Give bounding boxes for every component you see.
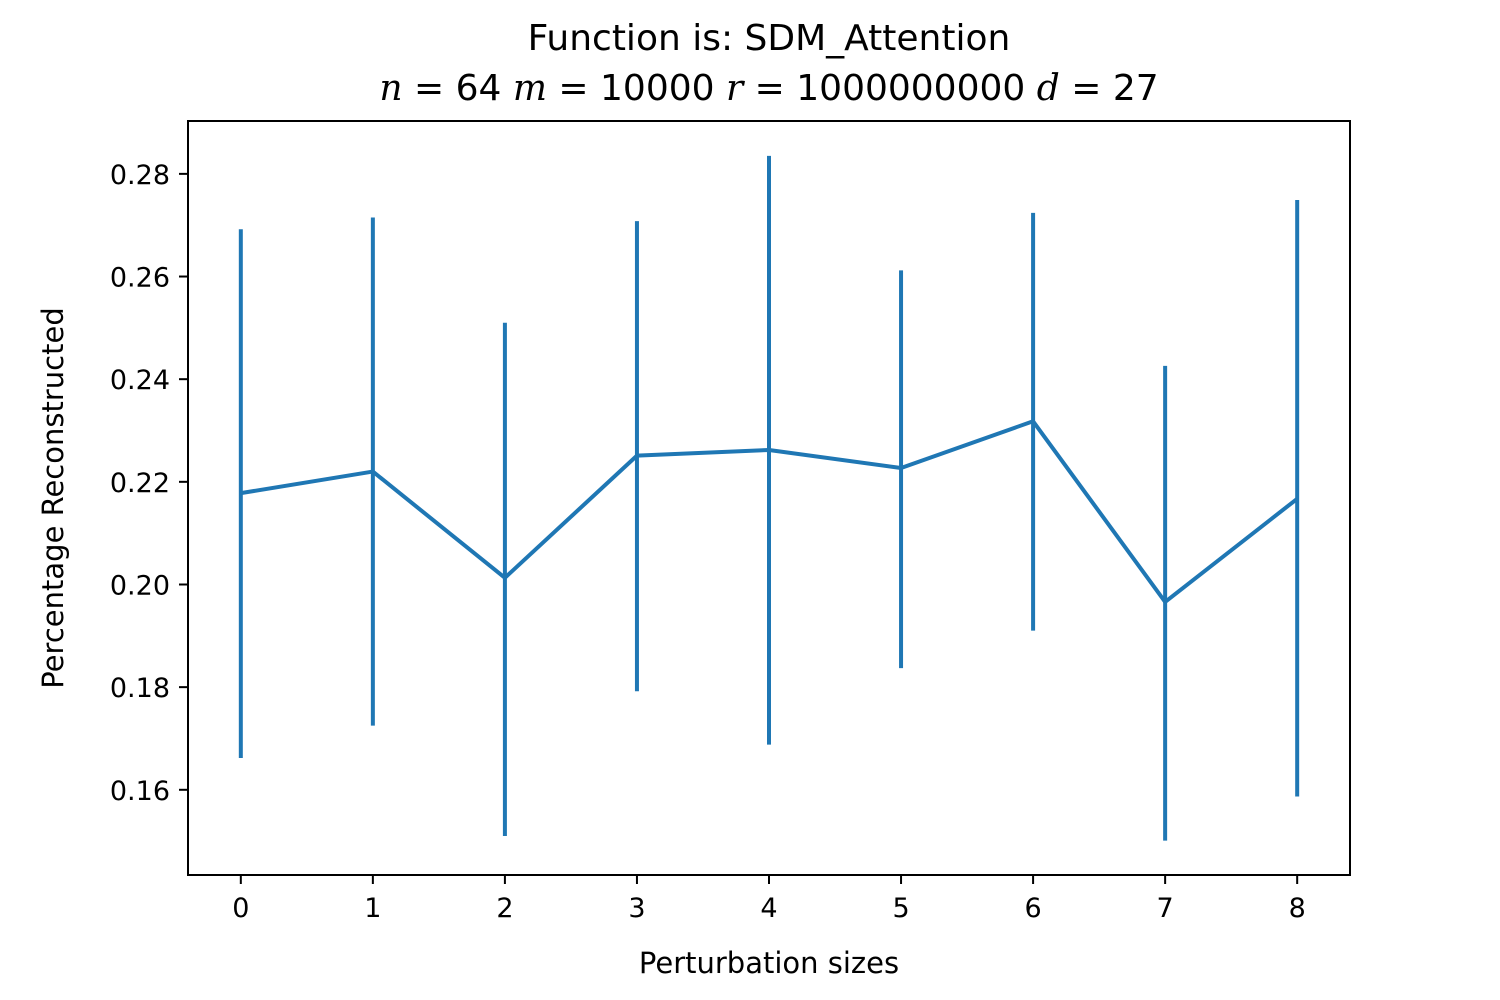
x-tick-label: 2 — [496, 893, 513, 924]
x-tick-label: 6 — [1024, 893, 1041, 924]
y-tick-label: 0.26 — [110, 263, 170, 294]
y-axis-label: Percentage Reconstructed — [36, 307, 70, 688]
x-tick-label: 3 — [628, 893, 645, 924]
x-tick-label: 4 — [760, 893, 777, 924]
x-tick-label: 7 — [1157, 893, 1174, 924]
subtitle-part: m — [513, 68, 547, 109]
y-axis: 0.16 0.18 0.20 0.22 0.24 0.26 0.28 — [110, 160, 188, 807]
y-tick-label: 0.24 — [110, 365, 170, 396]
chart-title: Function is: SDM_Attention — [528, 18, 1011, 59]
series-line — [240, 419, 1299, 604]
y-tick-label: 0.20 — [110, 570, 170, 601]
subtitle-part: = 27 — [1060, 68, 1159, 109]
x-tick-label: 5 — [892, 893, 909, 924]
y-tick-label: 0.28 — [110, 160, 170, 191]
x-tick-label: 0 — [232, 893, 249, 924]
x-axis: 0 1 2 3 4 5 6 7 8 — [232, 875, 1306, 924]
x-tick-label: 8 — [1289, 893, 1306, 924]
subtitle-part: = 64 — [403, 68, 513, 109]
x-axis-label: Perturbation sizes — [639, 946, 899, 980]
chart-subtitle: n = 64 m = 10000 r = 1000000000 d = 27 — [379, 68, 1158, 109]
subtitle-part: r — [726, 68, 745, 109]
y-tick-label: 0.22 — [110, 468, 170, 499]
plot-area — [238, 155, 1300, 841]
subtitle-part: = 1000000000 — [743, 68, 1037, 109]
y-tick-label: 0.16 — [110, 776, 170, 807]
subtitle-part: = 10000 — [547, 68, 726, 109]
subtitle-part: d — [1037, 68, 1060, 109]
x-tick-label: 1 — [364, 893, 381, 924]
y-tick-label: 0.18 — [110, 673, 170, 704]
subtitle-part: n — [379, 68, 402, 109]
